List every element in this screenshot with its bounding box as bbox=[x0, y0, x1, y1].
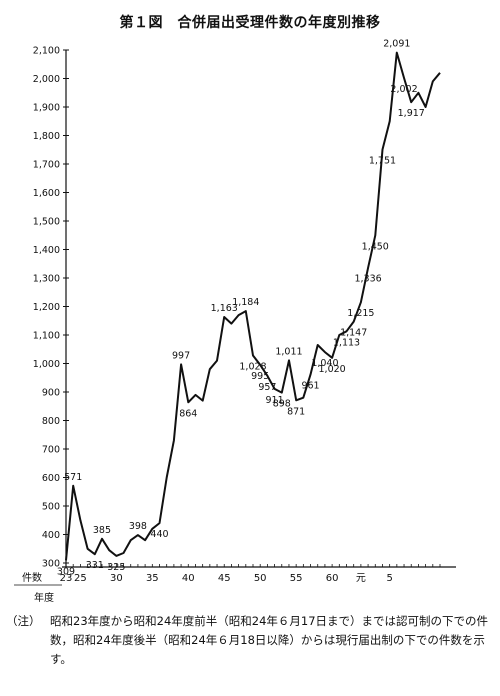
data-label: 961 bbox=[301, 381, 319, 392]
data-label: 995 bbox=[251, 371, 269, 382]
data-label: 2,002 bbox=[390, 84, 417, 95]
data-label: 571 bbox=[64, 472, 82, 483]
x-tick-label: 40 bbox=[182, 573, 195, 584]
data-label: 957 bbox=[258, 382, 276, 393]
data-label: 440 bbox=[150, 529, 168, 540]
x-tick-label: 60 bbox=[326, 573, 339, 584]
y-axis-label: 件数 bbox=[22, 571, 42, 584]
data-label: 997 bbox=[172, 350, 190, 361]
footnote-text: 昭和23年度から昭和24年度前半（昭和24年６月17日まで）までは認可制の下での… bbox=[50, 614, 489, 666]
y-tick-label: 1,200 bbox=[33, 302, 60, 313]
y-tick-label: 1,700 bbox=[33, 160, 60, 171]
data-label: 385 bbox=[93, 525, 111, 536]
data-label: 871 bbox=[287, 406, 305, 417]
data-label: 331 bbox=[86, 560, 104, 571]
data-label: 1,020 bbox=[319, 364, 346, 375]
data-label: 1,184 bbox=[232, 297, 259, 308]
y-tick-label: 1,500 bbox=[33, 217, 60, 228]
y-tick-label: 400 bbox=[42, 530, 60, 541]
line-chart: 300 400 500 600 700 800 900 1,000 1,100 1,200 1,30… bbox=[14, 39, 456, 604]
y-tick-label: 1,300 bbox=[33, 274, 60, 285]
data-label: 1,011 bbox=[275, 346, 302, 357]
x-tick-label: 25 bbox=[74, 573, 87, 584]
data-label: 325 bbox=[107, 562, 125, 573]
footnote: （注） 昭和23年度から昭和24年度前半（昭和24年６月17日まで）までは認可制… bbox=[6, 612, 494, 669]
data-label: 1,450 bbox=[362, 241, 389, 252]
data-label: 2,091 bbox=[383, 39, 410, 50]
x-tick-label: 45 bbox=[218, 573, 231, 584]
y-tick-label: 700 bbox=[42, 445, 60, 456]
data-label: 1,751 bbox=[369, 155, 396, 166]
x-tick-label: 30 bbox=[110, 573, 123, 584]
x-tick-label: 23 bbox=[60, 573, 73, 584]
y-tick-label: 1,400 bbox=[33, 245, 60, 256]
y-tick-label: 1,600 bbox=[33, 188, 60, 199]
data-label: 864 bbox=[179, 408, 197, 419]
y-tick-label: 1,900 bbox=[33, 103, 60, 114]
x-tick-label: 5 bbox=[386, 573, 392, 584]
x-axis-label: 年度 bbox=[34, 591, 54, 604]
data-label: 911 bbox=[266, 395, 284, 406]
data-label: 1,147 bbox=[340, 328, 367, 339]
x-tick-label: 55 bbox=[290, 573, 303, 584]
data-label: 398 bbox=[129, 521, 147, 532]
y-tick-label: 1,100 bbox=[33, 331, 60, 342]
data-label: 1,917 bbox=[398, 108, 425, 119]
y-tick-label: 500 bbox=[42, 502, 60, 513]
footnote-label: （注） bbox=[6, 614, 41, 628]
y-tick-label: 300 bbox=[42, 559, 60, 570]
y-tick-label: 600 bbox=[42, 473, 60, 484]
data-label: 898 bbox=[273, 399, 291, 410]
x-tick-label: 35 bbox=[146, 573, 159, 584]
y-tick-label: 1,800 bbox=[33, 131, 60, 142]
data-label: 1,113 bbox=[333, 337, 360, 348]
y-tick-label: 2,000 bbox=[33, 74, 60, 85]
data-label: 1,163 bbox=[211, 303, 238, 314]
series-line bbox=[65, 51, 441, 561]
y-tick-label: 800 bbox=[42, 416, 60, 427]
data-label: 309 bbox=[57, 566, 75, 577]
data-label: 1,215 bbox=[347, 308, 374, 319]
x-tick-label: 50 bbox=[254, 573, 267, 584]
x-tick-label: 元 bbox=[356, 573, 366, 584]
chart-title: 第１図 合併届出受理件数の年度別推移 bbox=[119, 15, 381, 31]
data-label: 1,336 bbox=[354, 274, 381, 285]
y-tick-label: 900 bbox=[42, 388, 60, 399]
y-tick-label: 2,100 bbox=[33, 46, 60, 57]
data-label: 1,040 bbox=[311, 358, 338, 369]
data-label: 1,028 bbox=[239, 362, 266, 373]
y-tick-label: 1,000 bbox=[33, 359, 60, 370]
